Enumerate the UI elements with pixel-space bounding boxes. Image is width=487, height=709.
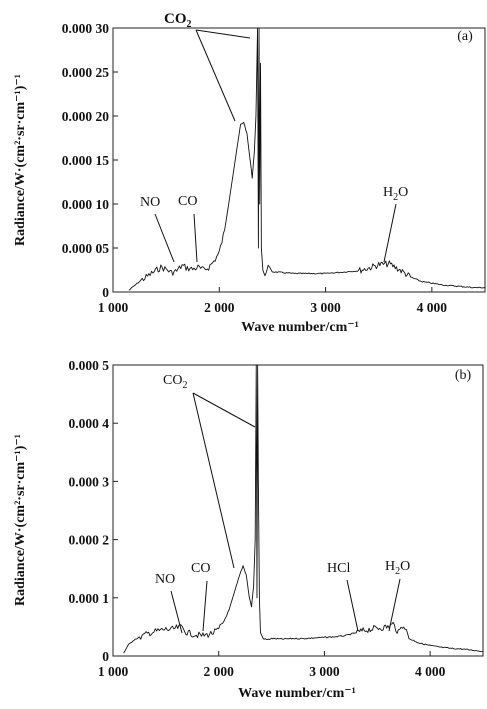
panel-b-y-tick-label: 0.000 2 [69, 533, 110, 548]
panel-b-arrow-co [202, 580, 208, 632]
panel-a-arrow-no [154, 213, 175, 263]
panel-b-letter: (b) [455, 368, 472, 383]
panel-b-y-tick-labels: 0 0.000 1 0.000 2 0.000 3 0.000 4 0.000 5 [69, 358, 110, 664]
panel-b-spectrum-line [123, 364, 484, 654]
panel-b-y-tick-label: 0.000 5 [69, 358, 110, 373]
panel-a-arrow-co [193, 213, 198, 263]
panel-a-arrow-h2o [383, 203, 397, 263]
panel-b-y-tick-label: 0 [102, 649, 109, 664]
panel-a-y-tick-labels: 0 0.000 05 0.000 10 0.000 15 0.000 20 0.000 2… [62, 21, 110, 300]
panel-b-annotation-h2o: H2O [385, 559, 410, 577]
panel-b-x-tick-label: 1 000 [98, 664, 129, 679]
panel-b-x-tick-label: 2 000 [204, 664, 235, 679]
panel-b-y-tick-label: 0.000 3 [69, 474, 110, 489]
panel-b-y-tick-label: 0.000 4 [69, 416, 110, 431]
panel-a-annotation-co2: CO2 [164, 11, 192, 30]
panel-a-frame [112, 27, 486, 293]
panel-a-annotation-co: CO [178, 194, 197, 209]
panel-a-y-tick-label: 0 [102, 285, 109, 300]
panel-b-arrow-hcl [346, 579, 359, 632]
panel-b-frame [112, 364, 484, 657]
panel-b-x-tick-label: 3 000 [309, 664, 340, 679]
panel-b-annotation-co: CO [191, 561, 210, 576]
panel-a-y-tick-label: 0.000 20 [62, 109, 110, 124]
panel-b-x-tick-labels: 1 000 2 000 3 000 4 000 [98, 664, 446, 679]
panel-b-y-tick-label: 0.000 1 [69, 591, 110, 606]
panel-a-arrow-co2-2 [195, 29, 251, 39]
panel-a-x-tick-label: 1 000 [98, 300, 129, 315]
panel-b-annotation-hcl: HCl [327, 561, 350, 576]
panel-b-x-tick-label: 4 000 [415, 664, 446, 679]
panel-a-arrow-co2-1 [195, 29, 236, 122]
panel-b-arrow-co2-2 [192, 392, 256, 428]
panel-a-y-tick-label: 0.000 10 [62, 197, 110, 212]
panel-b-ticks [112, 364, 431, 657]
panel-b-y-axis-label: Radiance/W·(cm²·sr·cm⁻¹)⁻¹ [13, 434, 28, 606]
panel-a-x-tick-labels: 1 000 2 000 3 000 4 000 [98, 300, 447, 315]
panel-a-x-tick-label: 2 000 [204, 300, 235, 315]
panel-a-letter: (a) [457, 29, 473, 44]
panel-b: 0 0.000 1 0.000 2 0.000 3 0.000 4 0.000 5 1 0… [13, 358, 484, 701]
panel-a-y-tick-label: 0.000 05 [62, 241, 110, 256]
panel-a-x-tick-label: 4 000 [417, 300, 448, 315]
panel-a: 0 0.000 05 0.000 10 0.000 15 0.000 20 0.000 2… [13, 11, 486, 335]
panel-a-x-tick-label: 3 000 [310, 300, 341, 315]
panel-a-annotation-h2o: H2O [383, 185, 408, 203]
panel-b-annotation-co2: CO2 [163, 373, 187, 391]
panel-a-y-tick-label: 0.000 25 [62, 65, 110, 80]
panel-b-annotation-no: NO [155, 572, 175, 587]
panel-a-ticks [112, 27, 433, 293]
panel-b-arrow-co2-1 [192, 392, 235, 569]
panel-b-x-axis-label: Wave number/cm⁻¹ [238, 686, 356, 701]
panel-b-arrow-h2o [388, 578, 401, 632]
panel-a-y-tick-label: 0.000 30 [62, 21, 110, 36]
panel-a-y-axis-label: Radiance/W·(cm²·sr·cm⁻¹)⁻¹ [13, 74, 28, 246]
panel-a-y-tick-label: 0.000 15 [62, 153, 110, 168]
panel-b-arrow-no [170, 590, 183, 634]
panel-a-annotation-no: NO [140, 195, 160, 210]
panel-a-x-axis-label: Wave number/cm⁻¹ [241, 320, 359, 335]
panel-a-spectrum-line [128, 27, 486, 291]
